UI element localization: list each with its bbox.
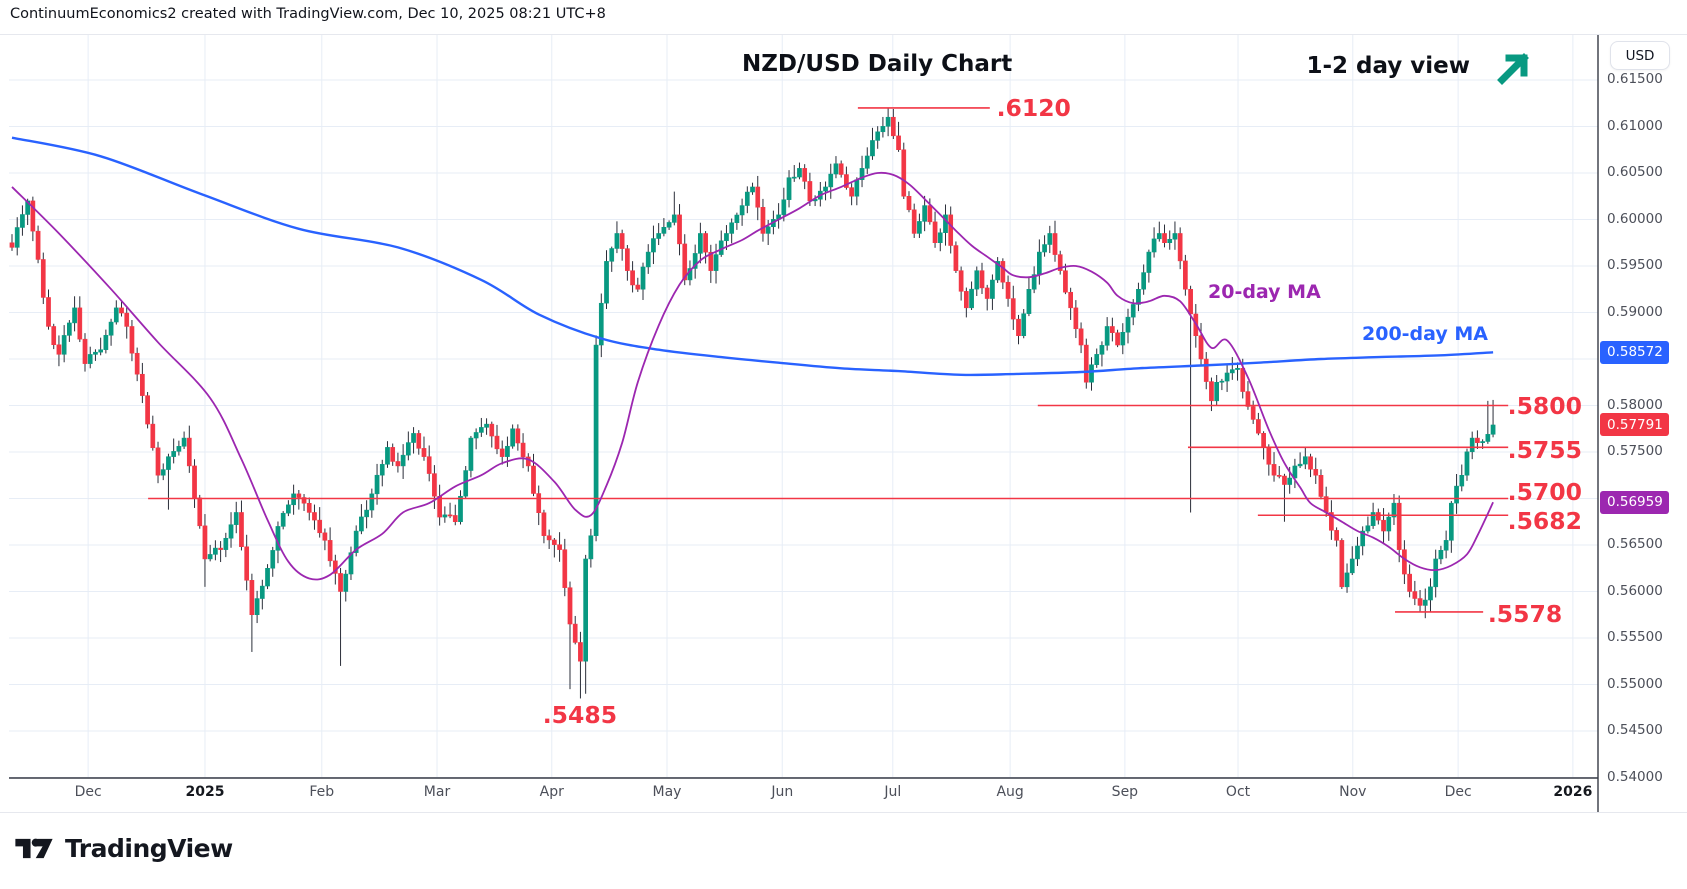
tradingview-logo-text: TradingView xyxy=(65,834,233,863)
currency-scale-button[interactable]: USD xyxy=(1610,41,1670,70)
support-resistance-lines[interactable] xyxy=(148,107,1509,613)
attribution-text: ContinuumEconomics2 created with Trading… xyxy=(10,6,606,22)
ma20-line[interactable] xyxy=(11,171,1494,581)
widget-bottom-edge xyxy=(0,812,1687,813)
candlesticks xyxy=(9,107,1496,699)
tradingview-logo[interactable]: TradingView xyxy=(14,834,233,863)
axis-borders xyxy=(9,34,1599,812)
price-scale[interactable] xyxy=(1598,34,1687,812)
ma200-line[interactable] xyxy=(11,136,1494,377)
time-scale[interactable] xyxy=(9,778,1598,812)
widget-top-edge xyxy=(0,34,1687,35)
tradingview-logo-icon xyxy=(15,838,53,859)
